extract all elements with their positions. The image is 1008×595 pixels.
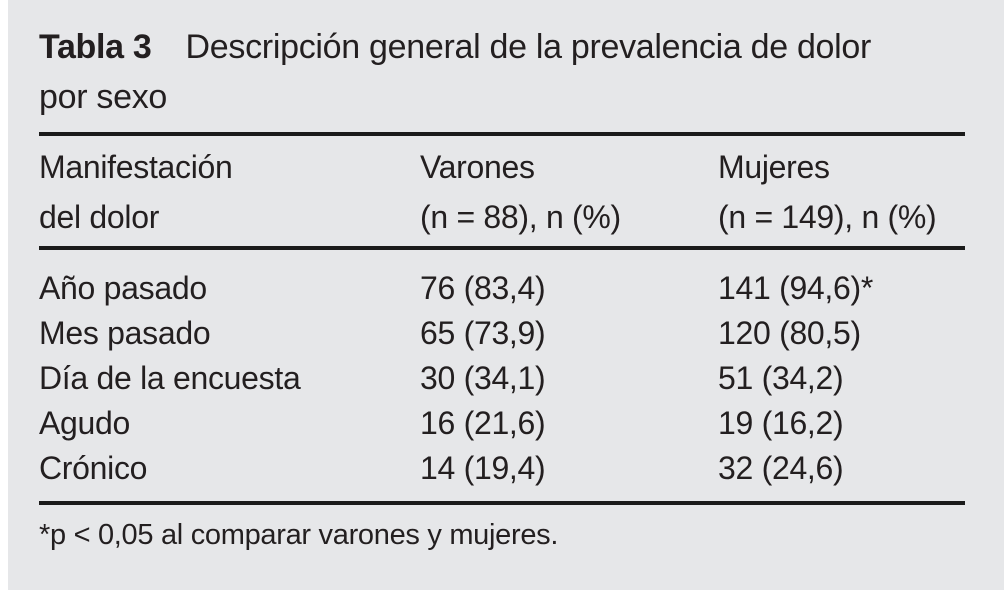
table-title-line1: Descripción general de la prevalencia de… [185, 28, 872, 66]
table-caption: Tabla 3 Descripción general de la prevale… [39, 0, 965, 122]
cell-varones: 65 (73,9) [420, 315, 546, 351]
cell-mujeres: 51 (34,2) [718, 360, 844, 396]
table-row-ano-pasado: Año pasado 76 (83,4) 141 (94,6)* [39, 266, 965, 311]
caption-line1: Tabla 3 Descripción general de la prevale… [39, 28, 871, 66]
column-header-manifestacion: Manifestación del dolor [39, 142, 420, 242]
column-header-line1: Varones [420, 149, 535, 185]
table-footnote: *p < 0,05 al comparar varones y mujeres. [39, 519, 559, 551]
cell-mujeres: 141 (94,6)* [718, 270, 874, 306]
column-header-line2: (n = 88), n (%) [420, 199, 621, 235]
column-header-line1: Manifestación [39, 149, 233, 185]
cell-varones: 30 (34,1) [420, 360, 546, 396]
table-number: Tabla 3 [39, 28, 152, 66]
table-row-agudo: Agudo 16 (21,6) 19 (16,2) [39, 401, 965, 446]
table-title-line2: por sexo [39, 78, 168, 116]
table-header-row: Manifestación del dolor Varones (n = 88)… [39, 132, 965, 250]
row-label: Año pasado [39, 270, 207, 306]
row-label: Agudo [39, 405, 131, 441]
cell-varones: 14 (19,4) [420, 450, 546, 486]
table-row-mes-pasado: Mes pasado 65 (73,9) 120 (80,5) [39, 311, 965, 356]
cell-mujeres: 32 (24,6) [718, 450, 844, 486]
cell-varones: 76 (83,4) [420, 270, 546, 306]
cell-mujeres: 19 (16,2) [718, 405, 844, 441]
table-panel: Tabla 3 Descripción general de la prevale… [8, 0, 1004, 590]
cell-varones: 16 (21,6) [420, 405, 546, 441]
table-row-dia-encuesta: Día de la encuesta 30 (34,1) 51 (34,2) [39, 356, 965, 401]
column-header-line2: del dolor [39, 199, 160, 235]
column-header-line2: (n = 149), n (%) [718, 199, 937, 235]
column-header-line1: Mujeres [718, 149, 830, 185]
row-label: Crónico [39, 450, 148, 486]
table-row-cronico: Crónico 14 (19,4) 32 (24,6) [39, 446, 965, 491]
row-label: Día de la encuesta [39, 360, 301, 396]
table-body: Año pasado 76 (83,4) 141 (94,6)* Mes pas… [39, 250, 965, 505]
column-header-varones: Varones (n = 88), n (%) [420, 142, 718, 242]
column-header-mujeres: Mujeres (n = 149), n (%) [718, 142, 965, 242]
cell-mujeres: 120 (80,5) [718, 315, 861, 351]
row-label: Mes pasado [39, 315, 211, 351]
